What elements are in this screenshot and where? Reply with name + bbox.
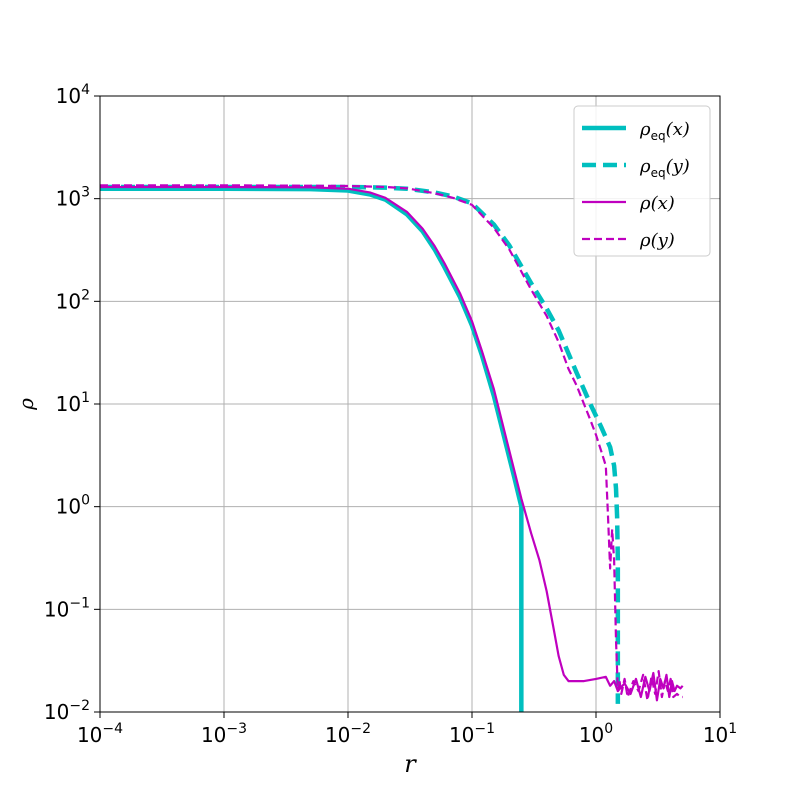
- y-tick-exponent: −1: [69, 595, 90, 611]
- y-tick-label: 10−2: [44, 698, 90, 724]
- legend-label: ρ(x): [639, 193, 675, 214]
- legend-label-arg: (y): [651, 230, 675, 251]
- y-tick-base: 10: [56, 495, 81, 519]
- series-line-4: [100, 184, 683, 702]
- x-tick-label: 101: [703, 721, 737, 747]
- y-tick-exponent: 1: [81, 390, 90, 406]
- series-line-3: [100, 185, 684, 702]
- x-tick-label: 100: [579, 721, 613, 747]
- y-axis-label: ρ: [14, 398, 38, 411]
- legend-label-arg: (x): [666, 119, 690, 140]
- y-tick-label: 100: [56, 493, 90, 519]
- legend-label: ρeq(y): [639, 156, 690, 180]
- x-tick-exponent: 0: [604, 721, 613, 737]
- y-tick-base: 10: [44, 597, 69, 621]
- legend-label-arg: (x): [651, 193, 675, 214]
- x-tick-base: 10: [325, 723, 350, 747]
- y-tick-exponent: −2: [69, 698, 90, 714]
- x-tick-exponent: −2: [350, 721, 371, 737]
- legend-label-main: ρ: [639, 193, 651, 214]
- y-tick-exponent: 0: [81, 493, 90, 509]
- legend: ρeq(x)ρeq(y)ρ(x)ρ(y): [573, 105, 711, 257]
- x-tick-exponent: −3: [226, 721, 247, 737]
- legend-box: [573, 105, 711, 257]
- legend-label-sub: eq: [651, 129, 666, 143]
- legend-label-sub: eq: [651, 166, 666, 180]
- x-axis-label: r: [404, 750, 417, 778]
- ticks: 10−4 10−3 10−2 10−1 100 10110−210−11001011021…: [44, 82, 737, 747]
- x-tick-label: 10−2: [325, 721, 371, 747]
- y-tick-exponent: 2: [81, 287, 90, 303]
- x-tick-base: 10: [201, 723, 226, 747]
- legend-label: ρ(y): [639, 230, 675, 251]
- y-tick-label: 102: [56, 287, 90, 313]
- legend-label-arg: (y): [666, 156, 690, 177]
- x-tick-base: 10: [703, 723, 728, 747]
- y-tick-base: 10: [56, 289, 81, 313]
- legend-label-main: ρ: [639, 119, 651, 140]
- x-tick-exponent: 1: [728, 721, 737, 737]
- x-tick-exponent: −4: [102, 721, 123, 737]
- x-tick-base: 10: [449, 723, 474, 747]
- x-tick-base: 10: [579, 723, 604, 747]
- legend-label-main: ρ: [639, 230, 651, 251]
- x-tick-label: 10−3: [201, 721, 247, 747]
- y-tick-label: 104: [56, 82, 90, 108]
- series-line-1: [100, 186, 524, 712]
- x-tick-label: 10−1: [449, 721, 495, 747]
- y-tick-exponent: 4: [81, 82, 90, 98]
- x-tick-exponent: −1: [474, 721, 495, 737]
- y-tick-label: 10−1: [44, 595, 90, 621]
- y-tick-base: 10: [56, 187, 81, 211]
- series-group: [100, 184, 684, 712]
- y-tick-label: 103: [56, 185, 90, 211]
- x-tick-label: 10−4: [77, 721, 123, 747]
- y-tick-label: 101: [56, 390, 90, 416]
- y-tick-base: 10: [56, 392, 81, 416]
- series-line-2: [100, 184, 621, 704]
- y-tick-base: 10: [56, 84, 81, 108]
- legend-label: ρeq(x): [639, 119, 690, 143]
- y-tick-base: 10: [44, 700, 69, 724]
- y-tick-exponent: 3: [81, 185, 90, 201]
- x-tick-base: 10: [77, 723, 102, 747]
- legend-label-main: ρ: [639, 156, 651, 177]
